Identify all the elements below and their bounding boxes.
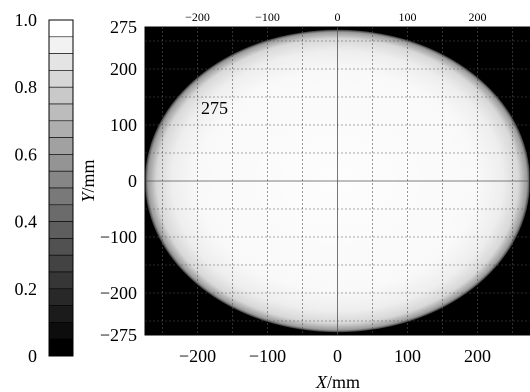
colorbar-segment <box>48 288 74 306</box>
colorbar-segment <box>48 36 74 54</box>
colorbar-segment <box>48 338 74 357</box>
y-tick-label: 100 <box>110 115 137 135</box>
colorbar-tick-label: 1.0 <box>15 10 38 30</box>
x-top-tick-label: −200 <box>185 10 210 24</box>
x-tick-label: 100 <box>394 346 421 366</box>
colorbar-segment <box>48 187 74 206</box>
y-axis-label: Y/mm <box>78 159 98 202</box>
grid <box>145 27 530 335</box>
colorbar-tick-label: 0.4 <box>15 212 38 232</box>
colorbar-segment <box>48 53 74 71</box>
colorbar-segment <box>48 305 74 323</box>
colorbar <box>48 19 74 357</box>
colorbar-segment <box>48 238 74 256</box>
colorbar-segment <box>48 221 74 239</box>
colorbar-segment <box>48 70 74 88</box>
x-ticks-bottom: −200 −100 0 100 200 <box>179 346 491 366</box>
y-tick-label: −275 <box>100 325 137 345</box>
x-ticks-top: −200 −100 0 100 200 <box>185 10 486 24</box>
colorbar-tick-label: 0 <box>28 346 37 366</box>
colorbar-segment <box>48 204 74 222</box>
plot-frame <box>144 26 530 336</box>
colorbar-ticks: 1.0 0.8 0.6 0.4 0.2 0 <box>15 10 38 366</box>
colorbar-segment <box>48 137 74 155</box>
y-ticks: 275 200 100 0 −100 −200 −275 <box>100 17 137 345</box>
colorbar-segment <box>48 254 74 273</box>
colorbar-tick-label: 0.8 <box>15 77 38 97</box>
plot-area <box>145 27 530 335</box>
x-tick-label: 200 <box>464 346 491 366</box>
x-top-tick-label: 100 <box>399 10 417 24</box>
x-top-tick-label: −100 <box>255 10 280 24</box>
colorbar-tick-label: 0.6 <box>15 144 38 164</box>
y-tick-label: 0 <box>128 171 137 191</box>
y-tick-label: 275 <box>110 17 137 37</box>
colorbar-segment <box>48 170 74 189</box>
x-tick-label: 0 <box>333 346 342 366</box>
colorbar-segment <box>48 154 74 172</box>
colorbar-frame <box>48 19 74 357</box>
x-top-tick-label: 200 <box>469 10 487 24</box>
annotation-label: 275 <box>201 98 228 118</box>
colorbar-segment <box>48 271 74 290</box>
y-tick-label: 200 <box>110 59 137 79</box>
x-top-tick-label: 0 <box>335 10 341 24</box>
colorbar-segment <box>48 19 74 38</box>
y-tick-label: −100 <box>100 227 137 247</box>
colorbar-segment <box>48 120 74 138</box>
colorbar-segment <box>48 103 74 122</box>
x-tick-label: −100 <box>249 346 286 366</box>
y-tick-label: −200 <box>100 283 137 303</box>
x-axis-label: X/mm <box>315 372 360 392</box>
colorbar-segment <box>48 86 74 105</box>
colorbar-segment <box>48 322 74 340</box>
colorbar-tick-label: 0.2 <box>15 279 38 299</box>
x-tick-label: −200 <box>179 346 216 366</box>
